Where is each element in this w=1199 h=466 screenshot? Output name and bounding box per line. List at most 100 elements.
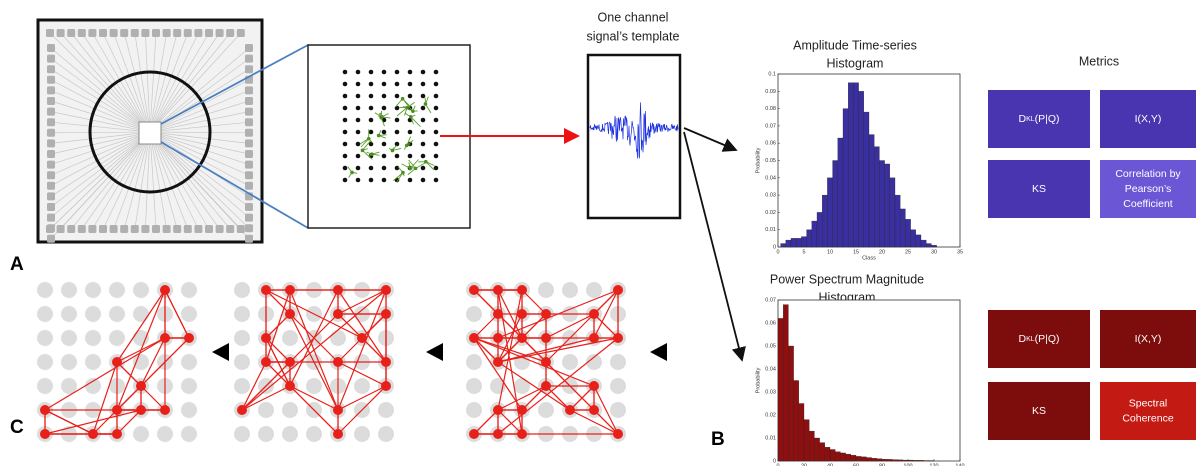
pad (236, 225, 245, 233)
edge (545, 313, 595, 339)
node (613, 429, 623, 439)
wire (50, 111, 151, 133)
neuron-body (360, 148, 365, 153)
electrode (433, 141, 439, 147)
node (237, 405, 247, 415)
pad (99, 29, 107, 37)
neuron (362, 140, 373, 160)
pad (47, 192, 55, 201)
wire (149, 121, 250, 133)
electrode (342, 117, 348, 123)
bar (850, 455, 857, 462)
x-tick-label: 20 (801, 463, 807, 466)
wire (50, 90, 151, 133)
bar (884, 163, 890, 248)
node (493, 333, 503, 343)
grid-dot (586, 354, 602, 370)
x-tick-label: 20 (879, 249, 885, 255)
grid-dot (466, 354, 482, 370)
pad (245, 44, 253, 52)
pad (88, 29, 97, 37)
wire (149, 131, 250, 229)
node (493, 429, 503, 439)
neuron (393, 166, 405, 183)
bar (874, 146, 880, 248)
grid-dot (234, 306, 250, 322)
bar (777, 318, 784, 462)
grid-dot (282, 402, 298, 418)
electrode (433, 177, 439, 183)
node (493, 309, 503, 319)
wire (149, 47, 250, 133)
neuron (396, 101, 415, 117)
wire (149, 131, 210, 230)
bar (868, 134, 875, 248)
edge (337, 385, 387, 435)
electrode (394, 141, 400, 147)
grid-dot (109, 306, 125, 322)
metric-label: Pearson’s (1125, 183, 1172, 195)
grid-dot (466, 402, 482, 418)
metric-label: DKL(P|Q) (1018, 113, 1059, 125)
edge (473, 289, 499, 315)
pad (245, 160, 253, 169)
grid-dot (562, 354, 578, 370)
bar (918, 460, 924, 462)
wire (149, 131, 231, 230)
wire (149, 32, 210, 133)
grid-dot (181, 306, 197, 322)
metric-label-part: D (1018, 113, 1026, 125)
pad (162, 225, 171, 233)
neuron-body (366, 136, 371, 141)
edge (593, 313, 619, 339)
node (357, 333, 367, 343)
pad (245, 150, 253, 158)
x-tick-label: 35 (957, 249, 963, 255)
wire (50, 79, 151, 133)
wire (92, 32, 151, 133)
metric-box (988, 90, 1090, 148)
bar (900, 208, 906, 248)
pad (47, 150, 55, 158)
bar (796, 238, 802, 248)
bar (889, 177, 896, 248)
wire (149, 131, 250, 165)
node (261, 333, 271, 343)
metric-label: DKL(P|Q) (1018, 333, 1059, 345)
wire (134, 131, 151, 230)
edge (265, 289, 363, 339)
grid-dot (282, 330, 298, 346)
chip-ring (88, 70, 212, 194)
metric-box (1100, 310, 1196, 368)
bar (907, 459, 914, 462)
node (184, 333, 194, 343)
bar (785, 239, 792, 248)
wire (50, 58, 151, 133)
wire (149, 131, 167, 230)
metric-label: Coefficient (1123, 198, 1173, 210)
node (541, 309, 551, 319)
edge (265, 289, 291, 363)
wire (102, 32, 151, 133)
metric-label: I(X,Y) (1135, 113, 1162, 125)
node (40, 405, 50, 415)
electrode (342, 165, 348, 171)
edge (164, 289, 190, 339)
panel-label: A (10, 254, 24, 275)
electrode (394, 153, 400, 159)
node (333, 405, 343, 415)
pad (47, 75, 55, 84)
wire (149, 90, 250, 133)
electrode (355, 81, 361, 87)
wire (149, 32, 167, 133)
edge (140, 337, 166, 387)
edge (44, 337, 166, 411)
edge (521, 337, 547, 363)
bar (871, 458, 877, 462)
y-tick-label: 0.07 (765, 297, 776, 303)
pad (173, 225, 182, 233)
electrode (420, 129, 426, 135)
bar (845, 453, 851, 462)
node (381, 285, 391, 295)
x-tick-label: 25 (905, 249, 911, 255)
